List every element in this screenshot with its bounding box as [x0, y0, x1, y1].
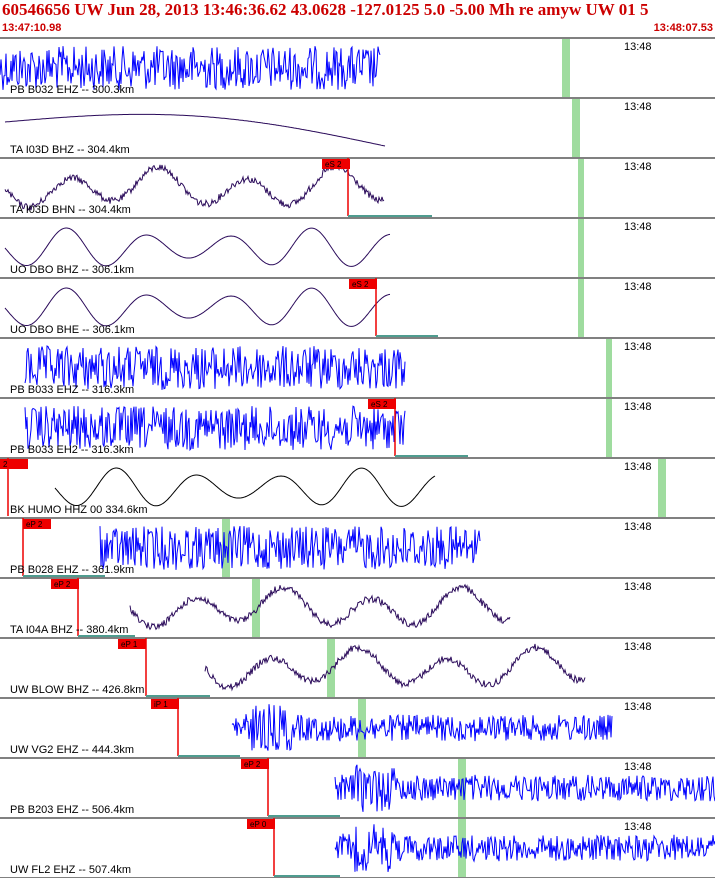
trace-panel: eP 1 UW BLOW BHZ -- 426.8km 13:48: [0, 637, 715, 697]
pick-box: [368, 399, 396, 409]
time-tick-label: 13:48: [624, 101, 652, 113]
trace-panel: UO DBO BHZ -- 306.1km 13:48: [0, 217, 715, 277]
pick-box: [349, 279, 377, 289]
green-marker: [458, 759, 466, 817]
trace-panel: eP 2 PB B203 EHZ -- 506.4km 13:48: [0, 757, 715, 817]
waveform: [24, 405, 406, 452]
pick-label: eS 2: [325, 160, 342, 169]
trace-panel: eS 2 TA I03D BHN -- 304.4km 13:48: [0, 157, 715, 217]
time-tick-label: 13:48: [624, 581, 652, 593]
time-tick-label: 13:48: [624, 761, 652, 773]
waveform: [4, 162, 385, 212]
green-marker: [658, 459, 666, 517]
pick-label: eS 2: [371, 400, 388, 409]
station-label: TA I03D BHN -- 304.4km: [10, 204, 131, 216]
pick-box: [118, 639, 146, 649]
station-label: UW VG2 EHZ -- 444.3km: [10, 744, 134, 756]
waveform: [99, 525, 481, 571]
green-marker: [606, 399, 612, 457]
time-tick-label: 13:48: [624, 701, 652, 713]
station-label: TA I03D BHZ -- 304.4km: [10, 144, 130, 156]
pick-label: eP 2: [26, 520, 43, 529]
pick-box: [151, 699, 179, 709]
trace-panel: eS 2 UO DBO BHE -- 306.1km 13:48: [0, 277, 715, 337]
pick-label: eP 2: [54, 580, 71, 589]
station-label: PB B032 EHZ -- 300.3km: [10, 84, 134, 96]
station-label: TA I04A BHZ -- 380.4km: [10, 624, 128, 636]
waveform: [24, 345, 406, 390]
green-marker: [252, 579, 260, 637]
waveform: [204, 643, 586, 692]
time-tick-label: 13:48: [624, 641, 652, 653]
green-marker: [578, 159, 584, 217]
pick-box: [0, 459, 28, 469]
waveform: [54, 467, 436, 507]
green-marker: [562, 39, 570, 97]
waveform: [129, 583, 511, 631]
time-tick-label: 13:48: [624, 821, 652, 833]
green-marker: [358, 699, 366, 757]
time-tick-label: 13:48: [624, 521, 652, 533]
event-header: 60546656 UW Jun 28, 2013 13:46:36.62 43.…: [2, 0, 649, 19]
pick-label: eP 1: [121, 640, 138, 649]
time-tick-label: 13:48: [624, 161, 652, 173]
waveform: [4, 287, 391, 327]
trace-panel: 2 BK HUMO HHZ 00 334.6km 13:48: [0, 457, 715, 517]
station-label: UO DBO BHZ -- 306.1km: [10, 264, 134, 276]
trace-panel: iP 1 UW VG2 EHZ -- 444.3km 13:48: [0, 697, 715, 757]
trace-panel: PB B032 EHZ -- 300.3km 13:48: [0, 37, 715, 97]
station-label: BK HUMO HHZ 00 334.6km: [10, 504, 148, 516]
trace-panel: eP 0 UW FL2 EHZ -- 507.4km 13:48: [0, 817, 715, 877]
waveform: [231, 704, 613, 751]
trace-panel: eP 2 PB B028 EHZ -- 361.9km 13:48: [0, 517, 715, 577]
station-label: PB B203 EHZ -- 506.4km: [10, 804, 134, 816]
green-marker: [572, 99, 580, 157]
start-time-label: 13:47:10.98: [2, 22, 62, 34]
trace-panel: eP 2 TA I04A BHZ -- 380.4km 13:48: [0, 577, 715, 637]
trace-panel: PB B033 EHZ -- 316.3km 13:48: [0, 337, 715, 397]
waveform: [334, 824, 715, 872]
station-label: UW BLOW BHZ -- 426.8km: [10, 684, 144, 696]
station-label: UO DBO BHE -- 306.1km: [10, 324, 135, 336]
pick-box: [23, 519, 51, 529]
pick-label: eP 2: [244, 760, 261, 769]
green-marker: [606, 339, 612, 397]
time-tick-label: 13:48: [624, 281, 652, 293]
waveform: [334, 764, 715, 812]
pick-box: [322, 159, 350, 169]
trace-panel: eS 2 PB B033 EH2 -- 316.3km 13:48: [0, 397, 715, 457]
station-label: PB B028 EHZ -- 361.9km: [10, 564, 134, 576]
time-tick-label: 13:48: [624, 221, 652, 233]
time-tick-label: 13:48: [624, 461, 652, 473]
pick-box: [247, 819, 275, 829]
trace-panel: TA I03D BHZ -- 304.4km 13:48: [0, 97, 715, 157]
station-label: PB B033 EH2 -- 316.3km: [10, 444, 134, 456]
waveform: [0, 45, 381, 91]
station-label: UW FL2 EHZ -- 507.4km: [10, 864, 131, 876]
pick-label: 2: [3, 460, 8, 469]
end-time-label: 13:48:07.53: [653, 22, 713, 34]
green-marker: [578, 219, 584, 277]
pick-box: [51, 579, 79, 589]
time-tick-label: 13:48: [624, 341, 652, 353]
waveform: [4, 113, 386, 147]
waveform: [4, 227, 391, 267]
station-label: PB B033 EHZ -- 316.3km: [10, 384, 134, 396]
pick-label: eS 2: [352, 280, 369, 289]
time-tick-label: 13:48: [624, 401, 652, 413]
pick-label: eP 0: [250, 820, 267, 829]
green-marker: [578, 279, 584, 337]
pick-label: iP 1: [154, 700, 168, 709]
time-tick-label: 13:48: [624, 41, 652, 53]
pick-box: [241, 759, 269, 769]
